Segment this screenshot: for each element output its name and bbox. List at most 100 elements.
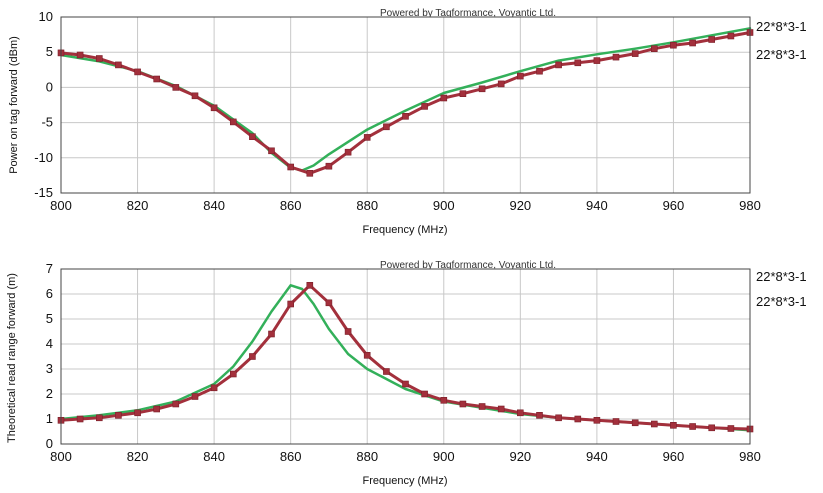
read-range-chart-x-tick-label: 900 [433,449,455,464]
read-range-chart-y-tick-label: 0 [46,436,53,451]
read-range-chart-series-2-point [249,353,256,360]
read-range-chart: Powered by Tagformance, Voyantic Ltd. 80… [6,260,807,487]
read-range-chart-y-tick-label: 2 [46,386,53,401]
power-chart-series-2-point [440,94,448,102]
power-chart-series-2-point [421,103,428,110]
power-chart-series-2-point [134,68,141,76]
power-chart-y-tick-label: 5 [46,44,53,59]
read-range-chart-series-2-point [268,330,275,338]
read-range-chart-series-2-point [670,421,677,429]
read-range-chart-series-2-point [612,418,620,425]
power-chart-series-2-point [593,57,601,64]
power-chart-credit: Powered by Tagformance, Voyantic Ltd. [380,8,556,19]
read-range-chart-y-tick-label: 7 [46,261,53,276]
read-range-chart-series-2-point [344,328,352,335]
read-range-chart-y-tick-label: 5 [46,311,53,326]
read-range-chart-x-tick-label: 840 [203,449,225,464]
power-chart-grid [61,17,750,193]
read-range-chart-legend-item-1: 22*8*3-1 [756,269,807,284]
power-chart-series-2-point [210,104,218,112]
read-range-chart-series-2-point [497,405,505,413]
read-range-chart-series-2-point [727,425,735,432]
read-range-chart-series-2-point [631,419,639,427]
power-chart-series-2-point [268,147,275,155]
read-range-chart-series-2-point [134,409,141,417]
read-range-chart-plot-area [61,269,750,444]
power-chart-x-tick-label: 980 [739,198,761,213]
read-range-chart-series-2-point [689,423,696,430]
power-chart-y-tick-label: 0 [46,79,53,94]
power-chart-series-2-point [287,163,295,171]
read-range-chart-y-tick-label: 6 [46,286,53,301]
read-range-chart-series-2-point [363,351,371,359]
power-chart-series-2-point [230,118,237,126]
read-range-chart-series-2-point [172,400,180,408]
power-chart-ticks: 800 820 840 860 880 900 920 940 960 980 10 5 0 -5 -10 -… [34,9,761,213]
read-range-chart-series-2-point [115,411,122,419]
read-range-chart-series-2-point [555,414,562,422]
power-chart-series-2-point [115,61,122,69]
power-chart-series-2-point [344,148,352,156]
read-range-chart-y-tick-label: 3 [46,361,53,376]
power-chart-x-tick-label: 900 [433,198,455,213]
read-range-chart-x-tick-label: 940 [586,449,608,464]
power-chart-series-2-point [555,61,562,69]
read-range-chart-series-2-point [76,415,84,423]
power-chart-series-2-point [306,170,314,177]
read-range-chart-series-2-point [230,370,237,378]
read-range-chart-x-tick-label: 800 [50,449,72,464]
power-chart-y-tick-label: -10 [34,150,53,165]
power-chart-plot-area [61,17,750,193]
power-chart-series-2-point [631,50,639,57]
read-range-chart-series-2-point [325,299,333,307]
read-range-chart-series-2-point [153,405,160,413]
power-chart-series-2-point [650,45,658,53]
read-range-chart-frame [60,268,751,445]
read-range-chart-series-2-point [536,411,543,419]
read-range-chart-series-2-point [574,415,582,423]
power-chart-y-tick-label: -15 [34,185,53,200]
read-range-chart-credit: Powered by Tagformance, Voyantic Ltd. [380,260,556,271]
read-range-chart-x-tick-label: 880 [356,449,378,464]
read-range-chart-series-2-point [516,409,524,417]
read-range-chart-series-2-point [383,368,390,375]
power-chart-series-2-point [76,51,84,59]
read-range-chart-x-tick-label: 920 [509,449,531,464]
power-chart-x-tick-label: 860 [280,198,302,213]
read-range-chart-y-tick-label: 1 [46,411,53,426]
power-chart-series-2-point [478,85,486,93]
power-chart-x-tick-label: 800 [50,198,72,213]
read-range-chart-x-tick-label: 980 [739,449,761,464]
power-chart-series-2-point [153,75,160,83]
read-range-chart-y-tick-label: 4 [46,336,53,351]
power-chart-series-2-point [459,90,467,97]
power-chart-series-2-point [325,162,333,170]
power-chart: Powered by Tagformance, Voyantic Ltd. 80… [8,8,807,236]
power-chart-x-axis-label: Frequency (MHz) [363,224,448,236]
read-range-chart-x-tick-label: 820 [127,449,149,464]
power-chart-x-tick-label: 880 [356,198,378,213]
power-chart-y-tick-label: 10 [39,9,53,24]
power-chart-y-axis-label: Power on tag forward (dBm) [8,36,20,174]
read-range-chart-ticks: 800 820 840 860 880 900 920 940 960 980 7 6 5 4 3 2 1 0 [46,261,761,464]
read-range-chart-x-axis-label: Frequency (MHz) [363,475,448,487]
power-chart-series-2-point [402,113,409,120]
power-chart-series-2-point [249,133,256,140]
read-range-chart-series-2-point [287,300,295,308]
read-range-chart-series-2-point [421,390,428,398]
read-range-chart-series-2-point [440,396,448,404]
power-chart-x-tick-label: 820 [127,198,149,213]
power-chart-series-2-point [363,134,371,141]
read-range-chart-series-2-point [478,403,486,410]
read-range-chart-series-2-point [191,393,199,400]
read-range-chart-series-2-point [96,414,103,422]
power-chart-x-tick-label: 940 [586,198,608,213]
power-chart-x-tick-label: 840 [203,198,225,213]
power-chart-legend-item-2: 22*8*3-1 [756,47,807,62]
power-chart-series-2-point [574,59,582,67]
power-chart-series-2-point [96,55,103,62]
read-range-chart-series-2-point [210,384,218,392]
power-chart-series-2-point [612,53,620,61]
power-chart-series-2-point [536,67,543,75]
